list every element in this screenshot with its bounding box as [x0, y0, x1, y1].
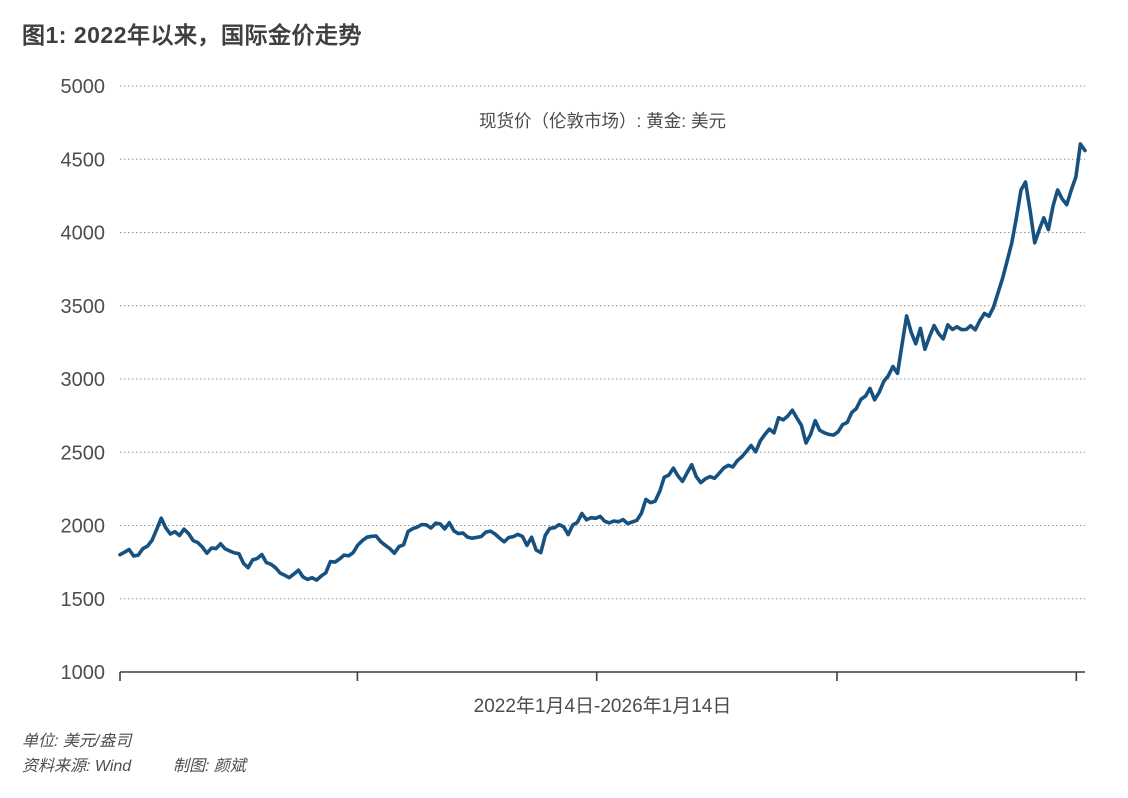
y-tick-label: 1500	[61, 589, 106, 611]
y-tick-label: 1000	[61, 662, 106, 684]
y-tick-label: 2000	[61, 516, 106, 538]
y-tick-label: 2500	[61, 442, 106, 464]
y-tick-label: 4000	[61, 223, 106, 245]
gold-price-series-line	[118, 142, 1087, 582]
series-label: 现货价（伦敦市场）: 黄金: 美元	[479, 111, 726, 131]
y-tick-label: 5000	[61, 76, 106, 98]
y-tick-label: 3500	[61, 296, 106, 318]
x-axis-range-label: 2022年1月4日-2026年1月14日	[473, 696, 732, 717]
y-tick-label: 4500	[61, 149, 106, 171]
source-note: 资料来源: Wind	[22, 758, 132, 775]
y-tick-label: 3000	[61, 369, 106, 391]
figure-title: 图1: 2022年以来，国际金价走势	[22, 22, 363, 48]
unit-note: 单位: 美元/盎司	[22, 733, 132, 750]
credit-note: 制图: 颜斌	[173, 758, 246, 775]
